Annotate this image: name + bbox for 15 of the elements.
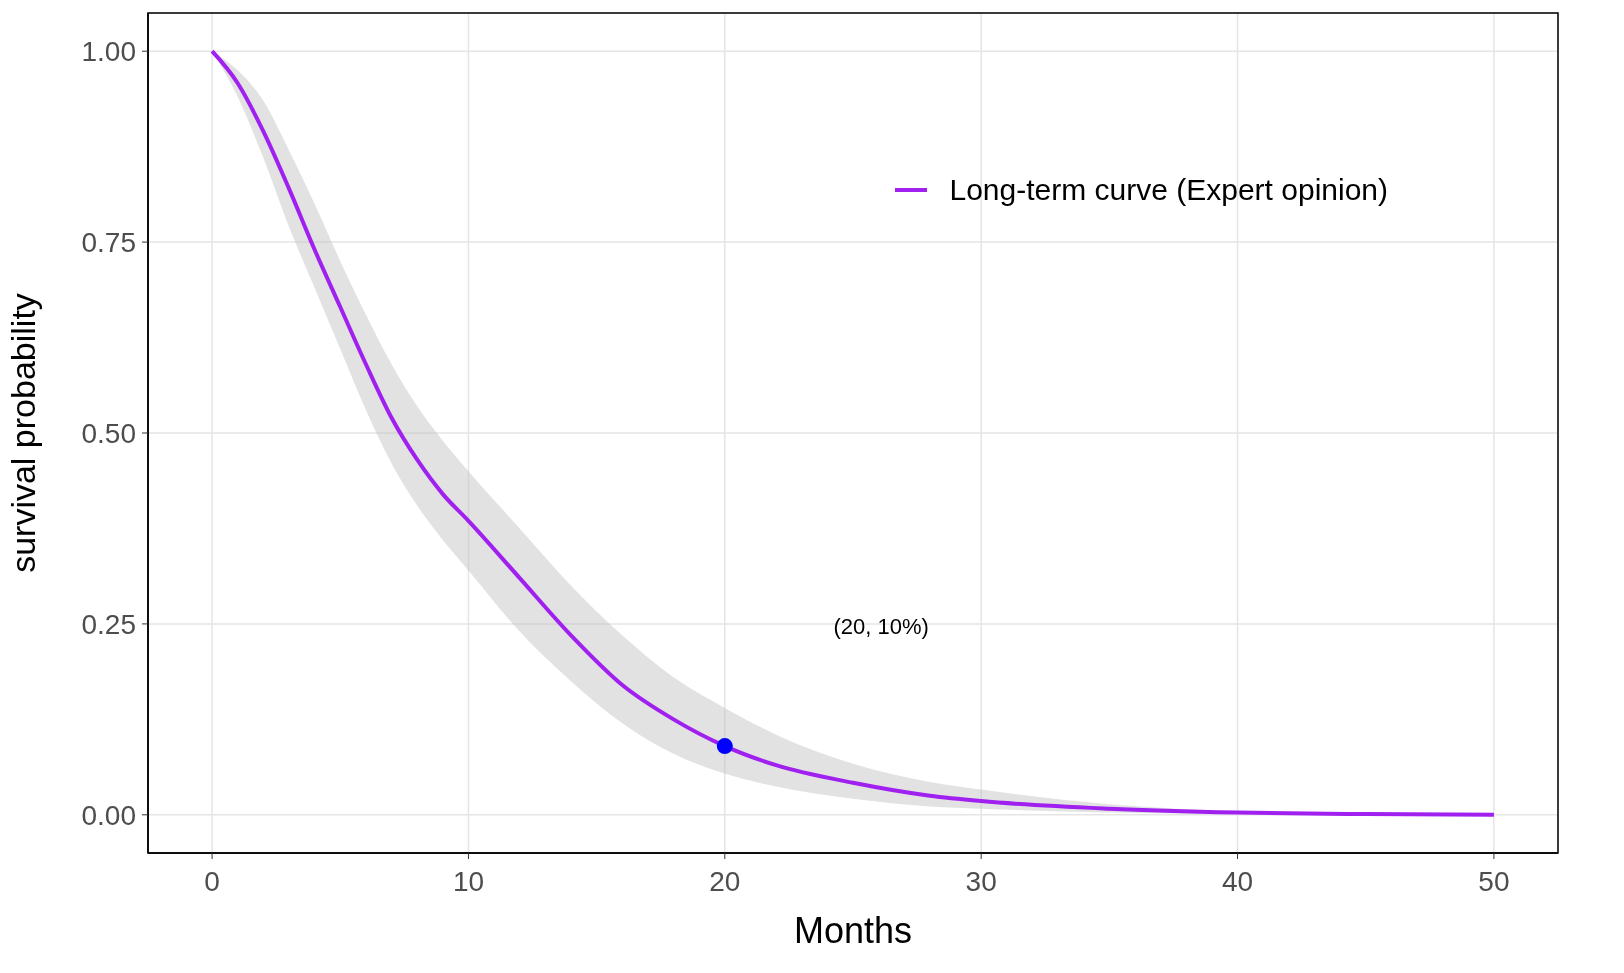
annotation: (20, 10%) xyxy=(833,613,929,640)
x-tick-label: 50 xyxy=(1478,865,1510,897)
y-tick-label: 0.25 xyxy=(81,608,136,640)
legend-label: Long-term curve (Expert opinion) xyxy=(949,173,1388,207)
y-tick-label: 1.00 xyxy=(81,36,136,68)
x-tick-label: 40 xyxy=(1221,865,1254,897)
x-axis-title: Months xyxy=(793,910,913,951)
x-tick-label: 20 xyxy=(709,865,741,897)
y-tick-label: 0.00 xyxy=(81,799,136,831)
y-axis-title: survival probability xyxy=(4,293,43,573)
x-tick-label: 0 xyxy=(204,865,220,897)
x-tick-label: 10 xyxy=(452,865,485,897)
y-tick-label: 0.75 xyxy=(81,227,136,259)
x-tick-label: 30 xyxy=(965,865,997,897)
y-tick-label: 0.50 xyxy=(81,417,136,449)
